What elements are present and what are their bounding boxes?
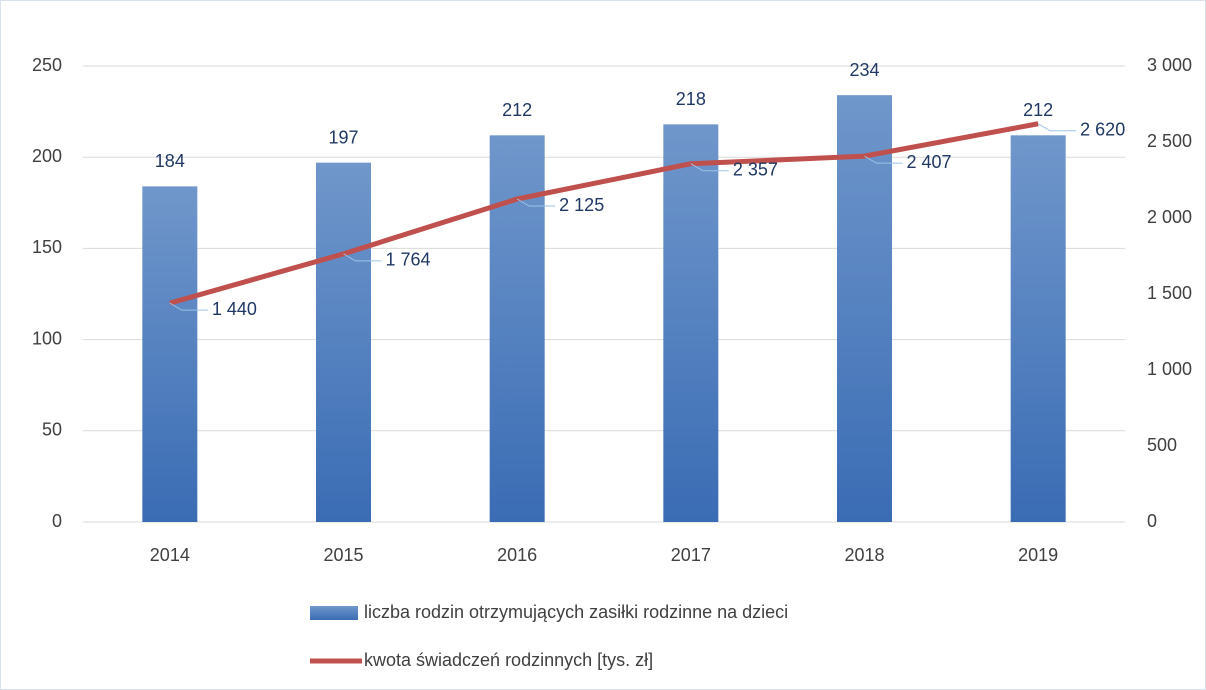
legend-label: kwota świadczeń rodzinnych [tys. zł] <box>364 650 653 670</box>
data-label: 2 125 <box>559 195 604 215</box>
y-tick-label: 150 <box>32 237 62 257</box>
x-tick-label: 2019 <box>1018 545 1058 565</box>
data-label: 184 <box>155 151 185 171</box>
data-label: 234 <box>849 60 879 80</box>
y2-tick-label: 2 000 <box>1147 207 1192 227</box>
y2-tick-label: 3 000 <box>1147 55 1192 75</box>
x-tick-label: 2015 <box>323 545 363 565</box>
leader-line <box>343 253 382 262</box>
y2-tick-label: 2 500 <box>1147 131 1192 151</box>
bar <box>837 95 892 523</box>
y-tick-label: 250 <box>32 55 62 75</box>
x-tick-label: 2016 <box>497 545 537 565</box>
leader-line <box>1037 123 1077 132</box>
y2-tick-label: 500 <box>1147 435 1177 455</box>
x-tick-label: 2017 <box>671 545 711 565</box>
bar <box>663 124 719 523</box>
data-label: 2 357 <box>733 159 778 179</box>
data-label: 1 440 <box>212 299 257 319</box>
y-tick-label: 200 <box>32 146 62 166</box>
y2-tick-label: 0 <box>1147 511 1157 531</box>
data-label: 2 407 <box>907 152 952 172</box>
leader-line <box>516 198 556 207</box>
bar <box>142 186 198 522</box>
x-tick-label: 2018 <box>844 545 884 565</box>
data-label: 197 <box>328 127 358 147</box>
y2-tick-label: 1 000 <box>1147 359 1192 379</box>
line <box>169 121 1039 306</box>
legend-swatch <box>310 606 358 620</box>
data-label: 1 764 <box>386 250 431 270</box>
data-label: 212 <box>502 100 532 120</box>
legend-label: liczba rodzin otrzymujących zasiłki rodz… <box>364 602 788 622</box>
x-tick-label: 2014 <box>150 545 190 565</box>
data-label: 212 <box>1023 100 1053 120</box>
y-tick-label: 100 <box>32 328 62 348</box>
data-label: 2 620 <box>1080 120 1125 140</box>
y-tick-label: 0 <box>52 511 62 531</box>
bar <box>1010 135 1066 522</box>
leader-line <box>690 163 729 172</box>
y2-tick-label: 1 500 <box>1147 283 1192 303</box>
leader-line <box>169 302 208 311</box>
bar <box>316 162 371 522</box>
leader-line <box>864 155 903 164</box>
y-tick-label: 50 <box>42 420 62 440</box>
data-label: 218 <box>676 89 706 109</box>
